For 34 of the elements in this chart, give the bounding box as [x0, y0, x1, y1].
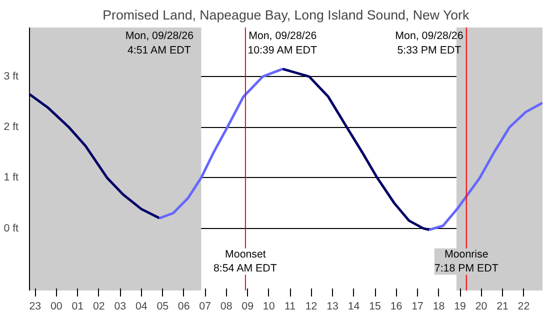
y-tick-label: 0 ft [4, 222, 19, 234]
x-tick-label: 20 [475, 300, 488, 312]
x-tick-label: 15 [369, 300, 382, 312]
x-tick-label: 23 [29, 300, 42, 312]
x-tick-label: 04 [135, 300, 148, 312]
x-tick-label: 22 [518, 300, 530, 312]
x-tick-label: 16 [390, 300, 402, 312]
x-tick-label: 13 [326, 300, 339, 312]
x-tick-label: 17 [412, 300, 424, 312]
x-tick-label: 12 [305, 300, 318, 312]
annotation: Mon, 09/28/26 4:51 AM EDT [125, 30, 194, 57]
x-tick-label: 00 [50, 300, 62, 312]
x-tick-label: 08 [220, 300, 232, 312]
annotation: Moonset 8:54 AM EDT [213, 248, 278, 275]
x-tick-label: 02 [92, 300, 105, 312]
x-tick-label: 06 [178, 300, 190, 312]
annotation: Moonrise 7:18 PM EDT [434, 248, 499, 275]
x-tick-label: 10 [262, 300, 275, 312]
x-tick-label: 21 [496, 300, 508, 312]
x-tick-label: 11 [284, 300, 296, 312]
x-tick-label: 03 [114, 300, 126, 312]
x-tick-label: 18 [432, 300, 445, 312]
y-tick-label: 3 ft [4, 70, 19, 83]
annotation: Mon, 09/28/26 5:33 PM EDT [395, 30, 464, 57]
annotation: Mon, 09/28/26 10:39 AM EDT [248, 30, 318, 57]
x-tick-label: 19 [454, 300, 466, 312]
chart-title: Promised Land, Napeague Bay, Long Island Sound, New York [102, 8, 470, 22]
y-tick-label: 1 ft [4, 172, 19, 184]
y-tick-label: 2 ft [4, 121, 19, 134]
x-tick-label: 14 [348, 300, 360, 312]
x-tick-label: 01 [72, 300, 84, 312]
x-tick-label: 09 [242, 300, 254, 312]
x-tick-label: 05 [156, 300, 169, 312]
x-tick-label: 07 [199, 300, 212, 312]
